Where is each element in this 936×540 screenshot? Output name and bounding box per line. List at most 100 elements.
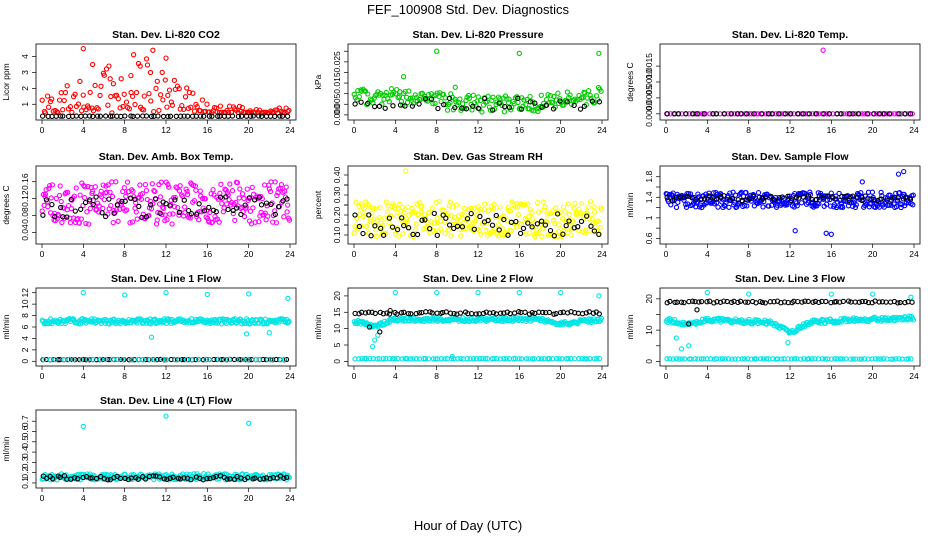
data-point	[95, 209, 102, 215]
data-point	[391, 203, 397, 209]
data-point	[564, 89, 571, 95]
y-tick-label: 10	[20, 299, 30, 309]
data-point	[549, 99, 556, 106]
data-point	[351, 230, 357, 236]
data-point	[879, 299, 886, 305]
data-point	[69, 356, 75, 363]
y-tick-label: 0.025	[332, 51, 342, 73]
data-point	[664, 194, 670, 200]
data-point	[473, 356, 480, 362]
data-point	[401, 209, 407, 216]
data-point	[903, 194, 909, 200]
data-point	[404, 99, 411, 106]
data-point	[794, 203, 800, 209]
data-point	[405, 225, 412, 231]
data-point	[400, 231, 406, 237]
data-point	[553, 356, 560, 362]
data-point	[286, 318, 292, 324]
data-point	[86, 105, 92, 111]
data-point	[376, 215, 382, 221]
data-point	[529, 224, 535, 230]
data-point	[471, 226, 477, 232]
data-point	[117, 105, 123, 111]
data-point	[155, 113, 161, 119]
series-0	[351, 289, 605, 360]
data-point	[137, 63, 143, 69]
data-point	[39, 97, 45, 103]
data-point	[252, 356, 259, 363]
data-point	[146, 90, 152, 97]
data-point	[899, 201, 905, 208]
data-point	[238, 113, 245, 119]
data-point	[376, 103, 383, 109]
data-point	[859, 298, 865, 305]
x-tick-label: 24	[285, 493, 295, 503]
data-point	[62, 89, 69, 96]
data-point	[434, 289, 440, 296]
data-point	[285, 202, 291, 208]
data-point	[61, 97, 67, 104]
data-point	[121, 91, 127, 97]
data-point	[477, 213, 483, 220]
data-point	[277, 473, 284, 479]
data-point	[525, 220, 531, 226]
data-point	[856, 299, 862, 305]
x-tick-label: 8	[746, 249, 751, 259]
y-tick-label: 0.6	[20, 425, 30, 437]
data-point	[591, 204, 597, 210]
x-tick-label: 8	[434, 371, 439, 381]
data-point	[477, 97, 484, 104]
data-point	[148, 113, 155, 120]
data-point	[760, 195, 766, 202]
data-point	[418, 209, 424, 215]
data-point	[71, 193, 78, 199]
data-point	[89, 188, 96, 195]
series-0	[351, 168, 605, 240]
x-tick-label: 4	[705, 125, 710, 135]
panel-title: Stan. Dev. Line 2 Flow	[423, 273, 534, 285]
data-point	[102, 356, 109, 363]
data-point	[245, 357, 251, 363]
data-point	[432, 220, 438, 226]
data-point	[158, 179, 164, 185]
data-point	[56, 192, 63, 199]
data-point	[433, 199, 439, 206]
data-point	[462, 212, 468, 218]
data-point	[252, 475, 258, 481]
data-point	[810, 299, 816, 305]
data-point	[518, 106, 525, 112]
data-point	[58, 204, 64, 211]
data-point	[416, 101, 422, 107]
data-point	[479, 355, 485, 362]
data-point	[815, 190, 821, 196]
x-tick-label: 0	[664, 371, 669, 381]
data-point	[172, 197, 178, 203]
data-point	[847, 356, 854, 362]
x-tick-label: 4	[705, 249, 710, 259]
data-point	[516, 50, 522, 57]
data-point	[556, 222, 562, 228]
data-point	[459, 211, 465, 218]
x-tick-label: 4	[81, 249, 86, 259]
data-point	[433, 356, 439, 362]
data-point	[154, 78, 160, 84]
data-point	[508, 228, 514, 234]
data-point	[188, 104, 194, 110]
data-point	[190, 90, 196, 96]
data-point	[82, 199, 89, 206]
data-point	[362, 310, 369, 316]
data-point	[269, 356, 275, 363]
points-layer	[39, 290, 292, 363]
data-point	[244, 474, 251, 481]
data-point	[157, 92, 164, 98]
y-tick-label: 2	[20, 86, 30, 91]
data-point	[284, 209, 290, 215]
data-point	[358, 99, 364, 105]
data-point	[368, 216, 374, 223]
data-point	[81, 195, 88, 201]
data-point	[517, 230, 524, 237]
data-point	[843, 193, 849, 200]
data-point	[113, 179, 119, 185]
data-point	[748, 356, 755, 362]
